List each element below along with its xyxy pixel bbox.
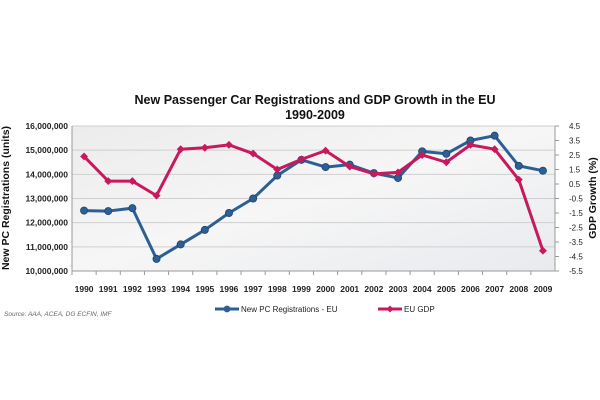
x-tick-label: 2004: [413, 284, 432, 294]
data-point: [80, 206, 89, 215]
x-tick-label: 1992: [123, 284, 142, 294]
y2-tick-label: -1.5: [569, 209, 583, 218]
data-point: [321, 163, 330, 172]
y-tick-label: 13,000,000: [25, 194, 68, 204]
y2-tick-label: -2.5: [569, 224, 583, 233]
y-tick-label: 14,000,000: [25, 169, 68, 179]
y2-tick-label: 2.5: [569, 151, 581, 160]
x-tick-label: 1994: [171, 284, 190, 294]
data-point: [225, 140, 233, 149]
data-point: [224, 208, 233, 217]
y2-tick-label: -3.5: [569, 238, 583, 247]
y2-tick-label: 4.5: [569, 122, 581, 131]
source-note: Source: AAA, ACEA, DG ECFIN, IMF: [4, 311, 113, 318]
data-point: [490, 131, 499, 140]
chart-title: New Passenger Car Registrations and GDP …: [135, 93, 496, 107]
y2-tick-label: -4.5: [569, 253, 583, 262]
data-point: [514, 175, 523, 184]
y2-tick-label: 1.5: [569, 166, 581, 175]
x-tick-label: 2003: [389, 284, 408, 294]
legend: New PC Registrations - EU EU GDP: [215, 305, 435, 314]
data-point: [538, 166, 547, 175]
data-point: [442, 158, 451, 167]
y2-axis-label: GDP Growth (%): [587, 157, 599, 238]
data-point: [104, 207, 113, 216]
y2-tick-label: 0.5: [569, 180, 581, 189]
legend-label: EU GDP: [404, 305, 435, 314]
x-tick-label: 1990: [75, 284, 94, 294]
legend-label: New PC Registrations - EU: [241, 305, 338, 314]
y2-tick-label: -5.5: [569, 267, 583, 276]
data-point: [514, 161, 523, 170]
x-tick-label: 2001: [340, 284, 359, 294]
x-tick-label: 2008: [509, 284, 528, 294]
y-tick-label: 15,000,000: [25, 145, 68, 155]
data-point: [128, 177, 137, 186]
data-point: [200, 225, 209, 234]
y-tick-label: 11,000,000: [26, 242, 68, 252]
data-point: [152, 191, 161, 200]
y-tick-label: 16,000,000: [25, 121, 68, 131]
data-point: [466, 140, 475, 149]
chart-subtitle: 1990-2009: [285, 108, 345, 122]
data-point: [200, 143, 209, 152]
data-point: [345, 162, 354, 171]
legend-marker: [386, 305, 394, 313]
x-tick-label: 2006: [461, 284, 480, 294]
data-point: [490, 145, 499, 154]
data-point: [152, 254, 161, 263]
x-tick-label: 1993: [147, 284, 166, 294]
x-tick-label: 2002: [364, 284, 383, 294]
data-point: [249, 149, 258, 158]
x-tick-label: 1996: [220, 284, 239, 294]
data-point: [538, 246, 547, 255]
data-point: [369, 169, 378, 178]
x-tick-label: 2007: [485, 284, 504, 294]
y-tick-label: 12,000,000: [25, 218, 68, 228]
data-point: [273, 165, 282, 174]
data-point: [394, 168, 402, 177]
data-point: [442, 149, 451, 158]
data-point: [418, 151, 427, 159]
x-tick-label: 1995: [195, 284, 214, 294]
y2-tick-label: -0.5: [569, 195, 583, 204]
y-tick-label: 10,000,000: [25, 266, 68, 276]
x-tick-label: 2005: [437, 284, 456, 294]
series-line: [83, 143, 545, 252]
x-tick-label: 2000: [316, 284, 335, 294]
series-line: [84, 134, 544, 261]
data-point: [297, 155, 306, 164]
data-point: [176, 240, 185, 249]
y-axis-label: New PC Registrations (units): [0, 126, 12, 270]
data-point: [128, 204, 137, 213]
x-tick-label: 2009: [533, 284, 552, 294]
data-point: [176, 145, 185, 154]
x-tick-label: 1998: [268, 284, 287, 294]
x-tick-label: 1991: [99, 284, 118, 294]
y2-tick-label: 3.5: [569, 137, 581, 146]
x-tick-label: 1999: [292, 284, 311, 294]
legend-marker: [223, 305, 231, 313]
data-point: [249, 194, 258, 203]
x-tick-label: 1997: [244, 284, 263, 294]
